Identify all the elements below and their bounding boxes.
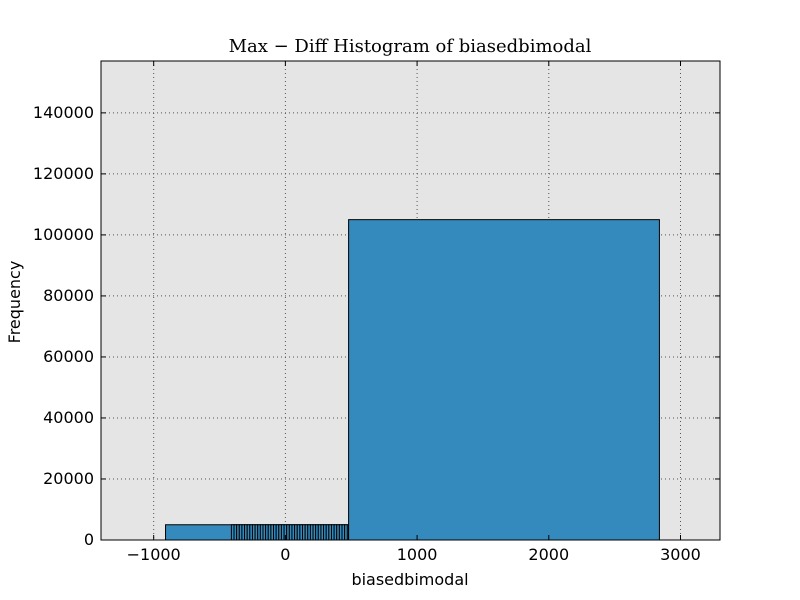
x-tick-label: 3000 <box>660 545 701 564</box>
y-tick-label: 80000 <box>43 286 94 305</box>
histogram-small-bar <box>344 524 348 541</box>
x-axis-label: biasedbimodal <box>351 570 468 589</box>
y-tick-label: 100000 <box>33 225 94 244</box>
y-axis-label: Frequency <box>5 261 24 344</box>
y-tick-label: 20000 <box>43 469 94 488</box>
plot-frame <box>100 60 721 541</box>
y-tick-label: 60000 <box>43 347 94 366</box>
x-tick-label: 1000 <box>397 545 438 564</box>
ticks: −1000 0 1000 2000 3000 0 20000 40000 60000 80000 1… <box>33 61 720 564</box>
x-tick-label: −1000 <box>127 545 181 564</box>
chart-title: Max − Diff Histogram of biasedbimodal <box>229 36 592 57</box>
histogram-bar <box>348 219 660 541</box>
x-tick-label: 2000 <box>528 545 569 564</box>
y-tick-label: 40000 <box>43 408 94 427</box>
y-tick-label: 0 <box>84 530 94 549</box>
y-tick-label: 120000 <box>33 164 94 183</box>
x-tick-label: 0 <box>280 545 290 564</box>
y-tick-label: 140000 <box>33 103 94 122</box>
bars <box>165 219 660 541</box>
